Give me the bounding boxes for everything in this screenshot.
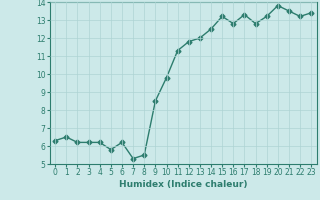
X-axis label: Humidex (Indice chaleur): Humidex (Indice chaleur) [119, 180, 247, 189]
